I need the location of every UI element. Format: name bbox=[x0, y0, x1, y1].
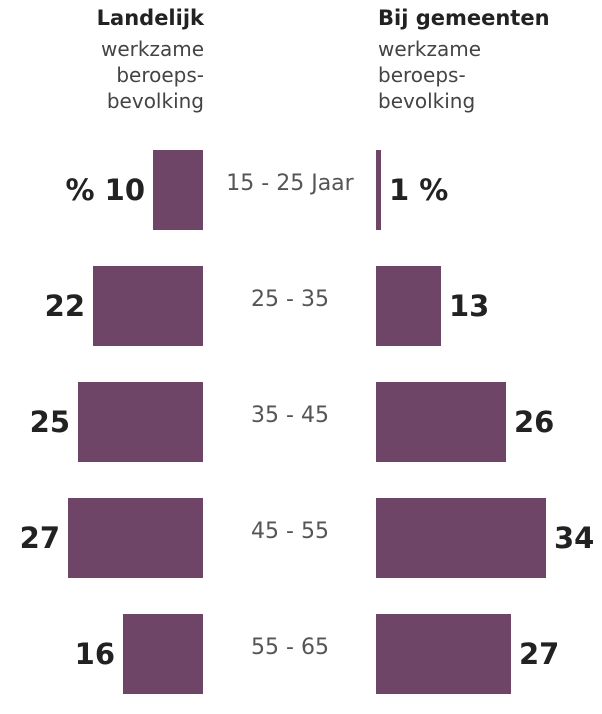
bar bbox=[376, 150, 381, 230]
bar bbox=[376, 498, 546, 578]
value-label: 22 bbox=[44, 289, 85, 323]
category-label: 25 - 35 bbox=[251, 287, 329, 312]
bar bbox=[376, 614, 511, 694]
bar bbox=[376, 382, 506, 462]
value-label: 25 bbox=[29, 405, 70, 439]
value-label: 1 % bbox=[389, 173, 449, 207]
left-heading: Landelijk bbox=[96, 6, 204, 30]
bar bbox=[68, 498, 203, 578]
bar bbox=[123, 614, 203, 694]
category-label: 15 - 25 Jaar bbox=[226, 171, 354, 196]
bar bbox=[376, 266, 441, 346]
value-label: 27 bbox=[19, 521, 60, 555]
category-label: 55 - 65 bbox=[251, 635, 329, 660]
category-label: 35 - 45 bbox=[251, 403, 329, 428]
right-subtitle: werkzame beroeps-bevolking bbox=[378, 37, 482, 113]
value-label: 27 bbox=[519, 637, 560, 671]
bar bbox=[153, 150, 203, 230]
value-label: 34 bbox=[554, 521, 595, 555]
bar bbox=[78, 382, 203, 462]
value-label: % 10 bbox=[65, 173, 145, 207]
value-label: 26 bbox=[514, 405, 555, 439]
value-label: 13 bbox=[449, 289, 490, 323]
left-subtitle: werkzame beroeps-bevolking bbox=[100, 37, 204, 113]
value-label: 16 bbox=[74, 637, 115, 671]
bar bbox=[93, 266, 203, 346]
category-label: 45 - 55 bbox=[251, 519, 329, 544]
right-heading: Bij gemeenten bbox=[378, 6, 550, 30]
